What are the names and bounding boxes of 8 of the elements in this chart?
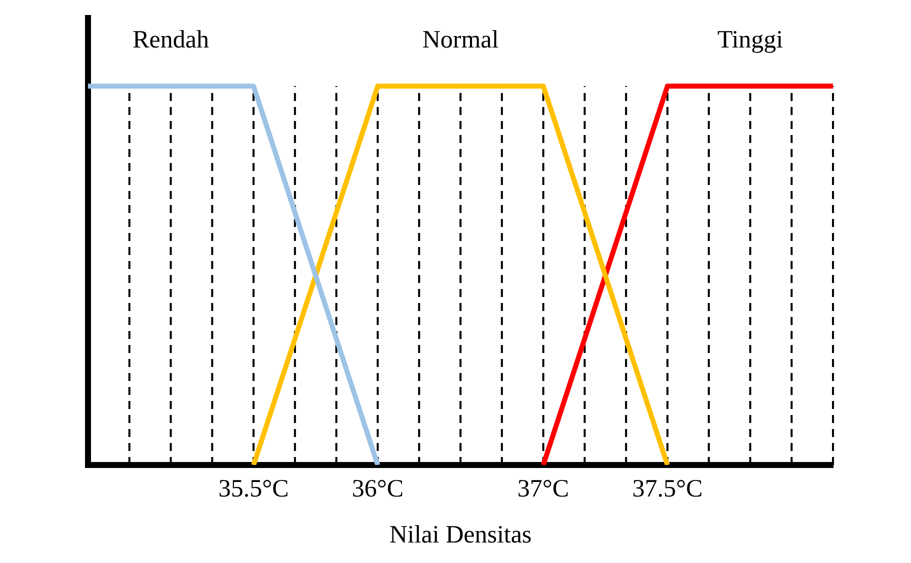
x-tick-label: 35.5°C (218, 476, 289, 503)
series-label: Normal (422, 26, 499, 54)
series-label: Rendah (132, 26, 210, 54)
x-axis-title: Nilai Densitas (389, 522, 532, 549)
series-label: Tinggi (717, 26, 784, 54)
x-tick-label: 37.5°C (632, 476, 703, 503)
x-tick-label: 37°C (517, 476, 570, 503)
x-tick-label: 36°C (352, 476, 404, 503)
